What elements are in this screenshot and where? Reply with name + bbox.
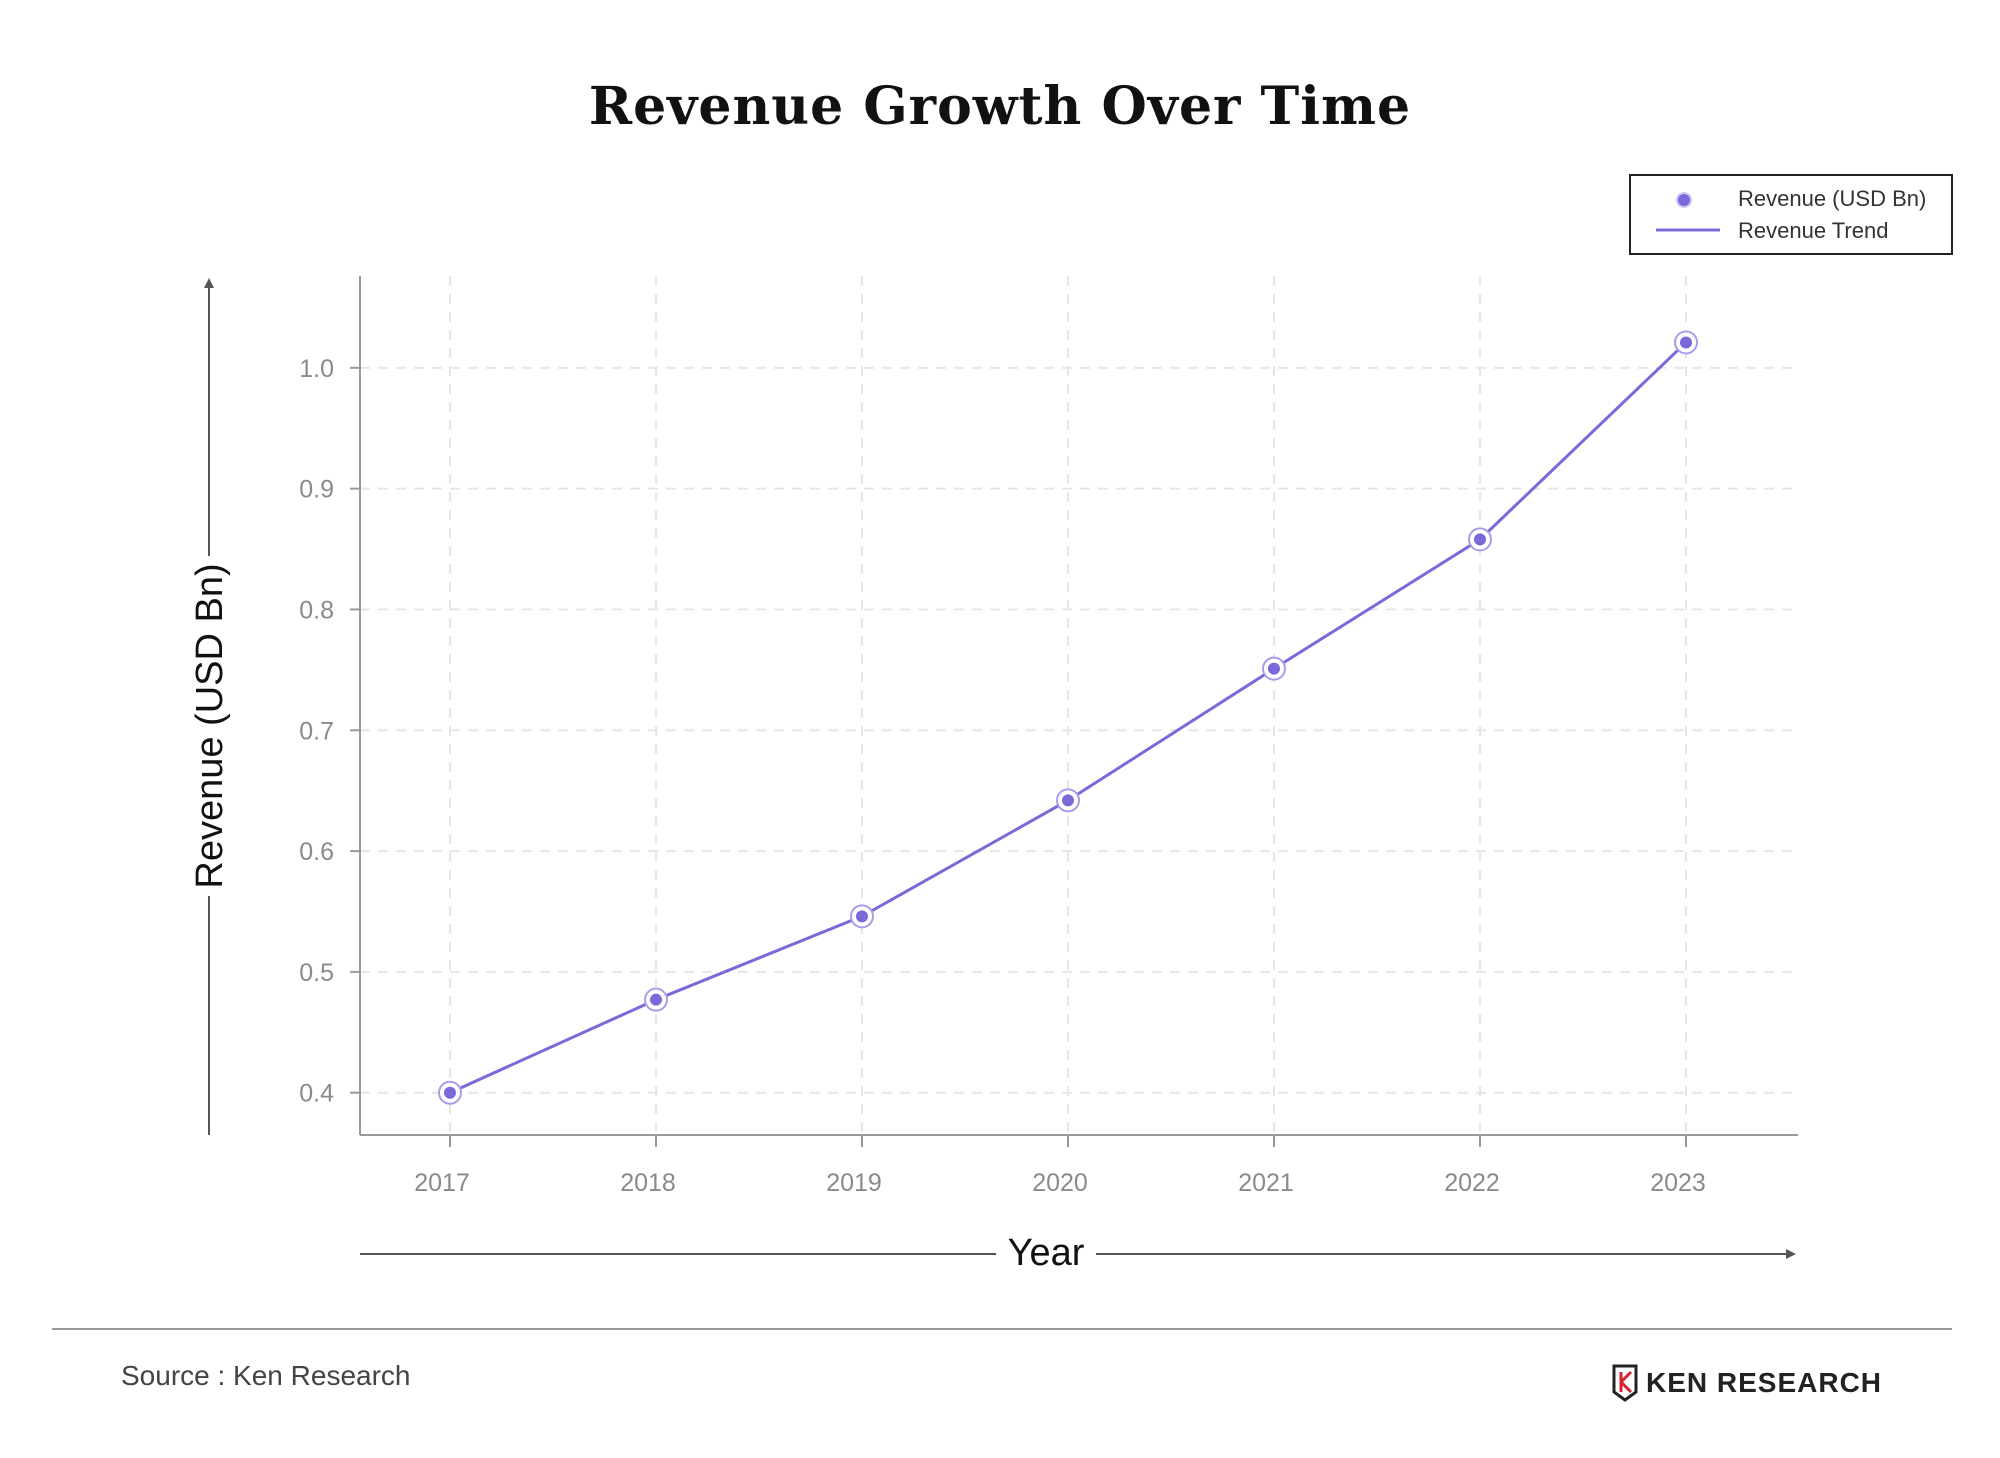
data-point-dot [1680, 336, 1692, 349]
y-tick-label: 0.4 [299, 1080, 334, 1108]
x-tick-label: 2018 [620, 1169, 676, 1197]
data-point [1468, 527, 1492, 552]
x-tick-label: 2020 [1032, 1169, 1088, 1197]
data-point-dot [1062, 794, 1074, 807]
legend-label-trend: Revenue Trend [1738, 218, 1888, 243]
data-point [1674, 330, 1698, 355]
chart-title: Revenue Growth Over Time [589, 76, 1411, 137]
y-tick-label: 0.6 [299, 838, 334, 866]
x-tick-label: 2022 [1444, 1169, 1500, 1197]
data-point [1056, 788, 1080, 813]
x-ticks: 2017 2018 2019 2020 2021 2022 2023 [414, 1135, 1706, 1197]
data-point-dot [856, 910, 868, 923]
legend: Revenue (USD Bn) Revenue Trend [1629, 174, 1953, 255]
y-ticks: 0.4 0.5 0.6 0.7 0.8 0.9 1.0 [299, 355, 360, 1108]
series [438, 330, 1698, 1105]
y-axis-title: Revenue (USD Bn) [189, 563, 231, 888]
x-tick-label: 2021 [1238, 1169, 1294, 1197]
y-tick-label: 0.5 [299, 959, 334, 987]
data-point [1262, 656, 1286, 681]
x-tick-label: 2019 [826, 1169, 882, 1197]
data-point [850, 904, 874, 929]
x-axis-title-bg [996, 1226, 1096, 1278]
x-tick-label: 2017 [414, 1169, 470, 1197]
legend-marker-revenue [1676, 192, 1692, 208]
data-point-dot [650, 993, 662, 1006]
y-tick-label: 1.0 [299, 355, 334, 383]
legend-label-revenue: Revenue (USD Bn) [1738, 186, 1926, 211]
x-tick-label: 2023 [1650, 1169, 1706, 1197]
y-axis-title-bg [186, 556, 232, 896]
x-axis-title: Year [1008, 1232, 1085, 1274]
legend-box [1629, 174, 1953, 255]
y-tick-label: 0.7 [299, 717, 334, 745]
ken-research-logo: KEN RESEARCH [1612, 1364, 1882, 1402]
y-tick-label: 0.8 [299, 596, 334, 624]
data-point [644, 987, 668, 1012]
data-point [438, 1080, 462, 1105]
data-point-dot [444, 1086, 456, 1099]
data-point-dot [1474, 533, 1486, 546]
brand-name: KEN RESEARCH [1646, 1367, 1882, 1398]
source-label: Source : Ken Research [121, 1360, 411, 1391]
grid [360, 276, 1798, 1135]
ken-research-logo-mark [1612, 1364, 1638, 1402]
ken-research-logo-k [1619, 1370, 1633, 1394]
data-point-dot [1268, 662, 1280, 675]
y-tick-label: 0.9 [299, 476, 334, 504]
